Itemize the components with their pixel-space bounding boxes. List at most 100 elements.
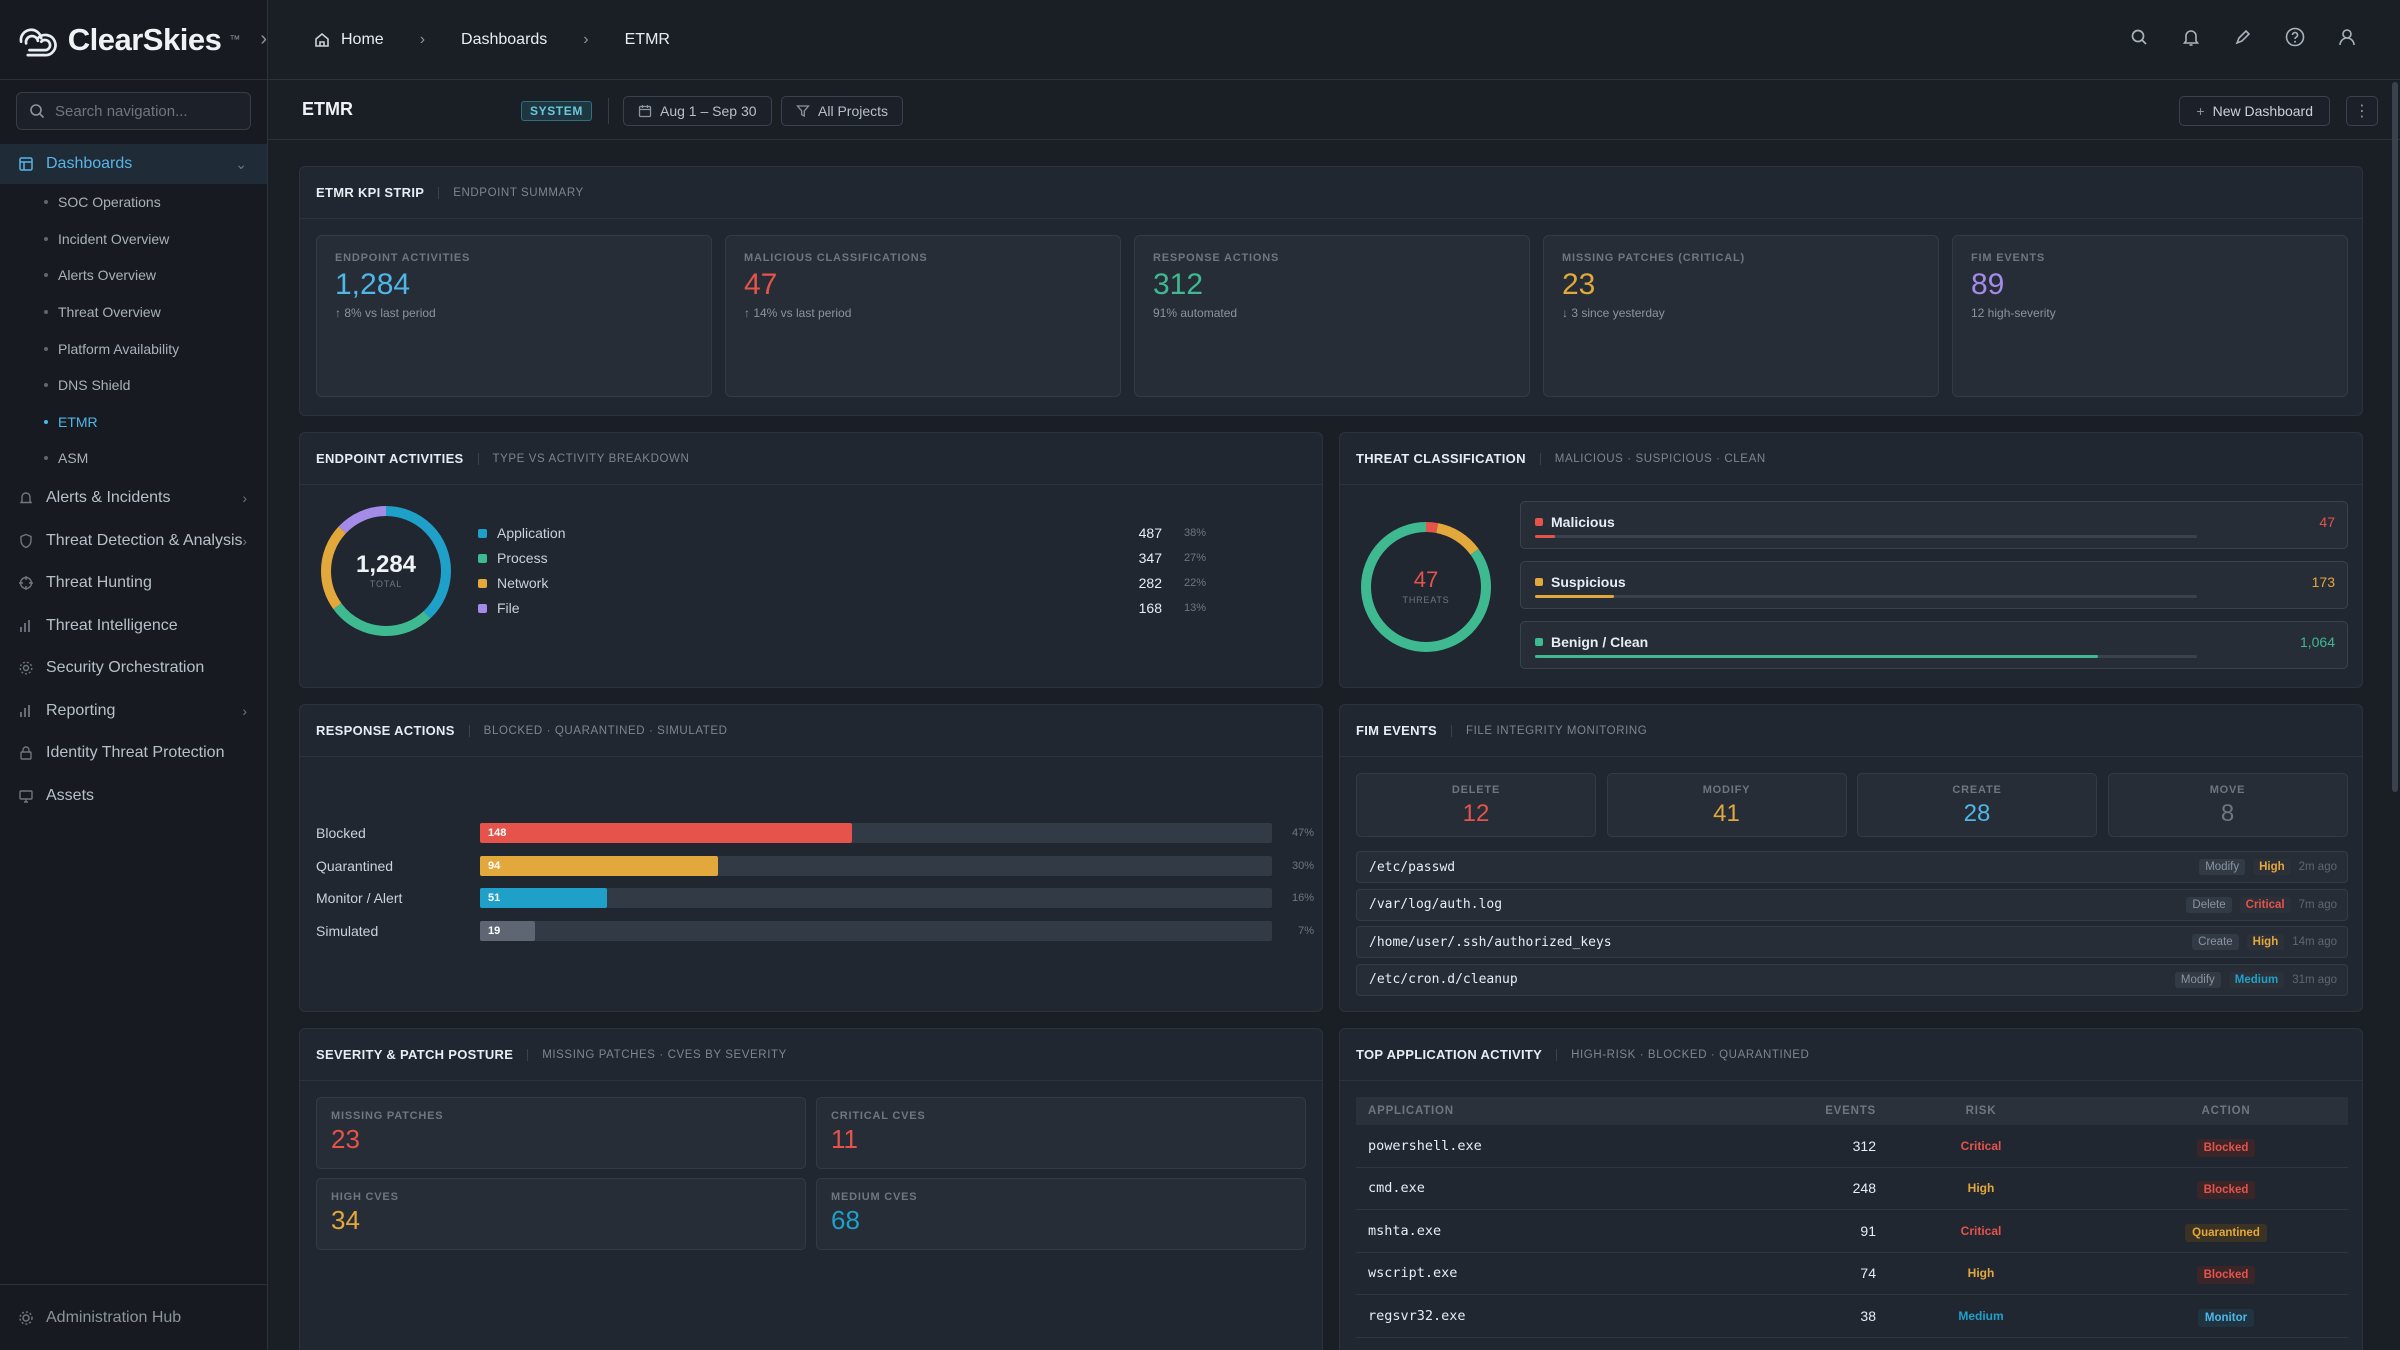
sidebar-item[interactable]: Threat Intelligence <box>0 604 267 647</box>
search-input[interactable] <box>55 102 235 120</box>
response-bar-fill: 19 <box>480 920 536 941</box>
donut-segment[interactable] <box>321 506 451 636</box>
kpi-card[interactable]: ENDPOINT ACTIVITIES 1,284 ↑ 8% vs last per… <box>316 235 712 397</box>
fim-timestamp: 2m ago <box>2298 861 2337 873</box>
sidebar-item[interactable]: Assets <box>0 774 267 817</box>
donut-segment[interactable] <box>1361 522 1491 652</box>
fim-event-row[interactable]: /etc/passwd Modify High 2m ago <box>1356 851 2348 883</box>
sidebar-item[interactable]: Security Orchestration <box>0 647 267 690</box>
response-row[interactable]: Blocked 148 47% <box>316 821 1316 845</box>
threat-class-row[interactable]: Benign / Clean 1,064 <box>1520 621 2348 669</box>
response-row[interactable]: Monitor / Alert 51 16% <box>316 886 1316 910</box>
new-dashboard-button[interactable]: + New Dashboard <box>2179 96 2330 126</box>
sidebar-item[interactable]: Reporting › <box>0 689 267 732</box>
donut-segment[interactable] <box>321 506 451 636</box>
panel-subtitle: HIGH-RISK · BLOCKED · QUARANTINED <box>1556 1048 1809 1061</box>
sidebar-item[interactable]: Threat Hunting <box>0 562 267 605</box>
sidebar-item[interactable]: Alerts & Incidents › <box>0 477 267 520</box>
severity-card[interactable]: MEDIUM CVES 68 <box>816 1178 1306 1250</box>
sidebar: ClearSkies ™ › Dashboards ⌄ SOC Operation… <box>0 0 268 1350</box>
table-row[interactable]: powershell.exe 312 Critical Blocked <box>1356 1125 2348 1168</box>
pen-icon[interactable] <box>2230 24 2256 50</box>
table-row[interactable]: regsvr32.exe 38 Medium Monitor <box>1356 1295 2348 1338</box>
fim-event-row[interactable]: /etc/cron.d/cleanup Modify Medium 31m ago <box>1356 963 2348 996</box>
breadcrumb-home[interactable]: Home <box>341 30 384 48</box>
threat-bar-track <box>1535 655 2197 658</box>
table-row[interactable]: mshta.exe 91 Critical Quarantined <box>1356 1210 2348 1253</box>
app-action-badge[interactable]: Quarantined <box>2185 1223 2267 1242</box>
threat-class-row[interactable]: Malicious 47 <box>1520 501 2348 549</box>
fim-tags: Modify High 2m ago <box>2199 859 2337 875</box>
sidebar-subitem[interactable]: Incident Overview <box>0 221 267 258</box>
kpi-trend: ↑ 8% vs last period <box>335 306 436 320</box>
app-action-cell: Blocked <box>2176 1265 2276 1285</box>
severity-card[interactable]: HIGH CVES 34 <box>316 1178 806 1250</box>
search-box[interactable] <box>16 92 251 130</box>
legend-item[interactable]: Process 347 27% <box>478 548 1308 568</box>
date-range-filter[interactable]: Aug 1 – Sep 30 <box>623 96 772 126</box>
date-range-label: Aug 1 – Sep 30 <box>660 103 757 119</box>
sidebar-item-administration-hub[interactable]: Administration Hub <box>0 1284 268 1350</box>
sidebar-subitem[interactable]: SOC Operations <box>0 184 267 221</box>
more-options-button[interactable]: ⋮ <box>2346 96 2378 126</box>
response-row[interactable]: Quarantined 94 30% <box>316 854 1316 878</box>
sidebar-subitem[interactable]: Alerts Overview <box>0 257 267 294</box>
fim-event-row[interactable]: /home/user/.ssh/authorized_keys Create Hig… <box>1356 926 2348 958</box>
app-action-badge[interactable]: Blocked <box>2196 1138 2256 1157</box>
legend-item[interactable]: File 168 13% <box>478 598 1308 618</box>
shield-icon <box>20 533 32 548</box>
topbar: Home › Dashboards › ETMR <box>268 0 2400 80</box>
sidebar-subitem[interactable]: DNS Shield <box>0 367 267 404</box>
bar-chart-icon <box>20 704 30 717</box>
kpi-card[interactable]: FIM EVENTS 89 12 high-severity <box>1952 235 2348 397</box>
legend-item[interactable]: Network 282 22% <box>478 573 1308 593</box>
severity-card[interactable]: CRITICAL CVES 11 <box>816 1097 1306 1169</box>
breadcrumb-dashboards[interactable]: Dashboards <box>461 30 548 48</box>
table-row[interactable]: cmd.exe 248 High Blocked <box>1356 1168 2348 1210</box>
projects-filter[interactable]: All Projects <box>781 96 904 126</box>
brand[interactable]: ClearSkies ™ › <box>0 0 267 80</box>
kpi-card[interactable]: MALICIOUS CLASSIFICATIONS 47 ↑ 14% vs last… <box>725 235 1121 397</box>
sidebar-subitem[interactable]: Threat Overview <box>0 294 267 331</box>
column-header-action[interactable]: ACTION <box>2201 1105 2251 1117</box>
page-scrollbar[interactable] <box>2392 82 2398 792</box>
kpi-card[interactable]: MISSING PATCHES (CRITICAL) 23 ↓ 3 since ye… <box>1543 235 1939 397</box>
bell-icon[interactable] <box>2178 24 2204 50</box>
app-action-badge[interactable]: Blocked <box>2196 1266 2256 1285</box>
severity-value: 23 <box>331 1124 360 1154</box>
help-icon[interactable] <box>2282 24 2308 50</box>
app-name: cmd.exe <box>1368 1180 1425 1197</box>
sidebar-item[interactable]: Threat Detection & Analysis › <box>0 519 267 562</box>
search-icon[interactable] <box>2126 24 2152 50</box>
app-action-badge[interactable]: Monitor <box>2197 1308 2255 1327</box>
response-bar-fill: 51 <box>480 888 607 908</box>
response-row[interactable]: Simulated 19 7% <box>316 919 1316 943</box>
fim-stat-card[interactable]: MOVE 8 <box>2107 773 2348 837</box>
panel-subtitle: MISSING PATCHES · CVES BY SEVERITY <box>527 1048 787 1061</box>
response-bar-fill: 148 <box>480 823 853 843</box>
column-header-application[interactable]: APPLICATION <box>1368 1105 1454 1117</box>
fim-stat-card[interactable]: MODIFY 41 <box>1606 773 1847 837</box>
kpi-card[interactable]: RESPONSE ACTIONS 312 91% automated <box>1134 235 1530 397</box>
table-row[interactable]: wscript.exe 74 High Blocked <box>1356 1253 2348 1295</box>
threat-class-row[interactable]: Suspicious 173 <box>1520 561 2348 609</box>
topbar-actions <box>2126 24 2360 50</box>
column-header-events[interactable]: EVENTS <box>1825 1105 1876 1117</box>
donut-segment[interactable] <box>321 506 451 636</box>
sidebar-subitem[interactable]: ETMR <box>0 404 267 441</box>
sidebar-subitem[interactable]: Platform Availability <box>0 330 267 367</box>
sidebar-subitem[interactable]: ASM <box>0 440 267 477</box>
fim-event-row[interactable]: /var/log/auth.log Delete Critical 7m ago <box>1356 888 2348 921</box>
fim-path: /etc/cron.d/cleanup <box>1369 972 1518 987</box>
sidebar-item[interactable]: Identity Threat Protection <box>0 732 267 775</box>
fim-stat-card[interactable]: CREATE 28 <box>1857 773 2097 837</box>
user-icon[interactable] <box>2334 24 2360 50</box>
fim-stat-card[interactable]: DELETE 12 <box>1356 773 1596 837</box>
severity-card[interactable]: MISSING PATCHES 23 <box>316 1097 806 1169</box>
panel-title: FIM EVENTS <box>1356 723 1438 738</box>
legend-item[interactable]: Application 487 38% <box>478 523 1308 543</box>
app-action-badge[interactable]: Blocked <box>2196 1181 2256 1200</box>
sidebar-item-dashboards[interactable]: Dashboards ⌄ <box>0 144 267 184</box>
column-header-risk[interactable]: RISK <box>1965 1105 1997 1117</box>
kpi-trend: 12 high-severity <box>1971 306 2056 320</box>
